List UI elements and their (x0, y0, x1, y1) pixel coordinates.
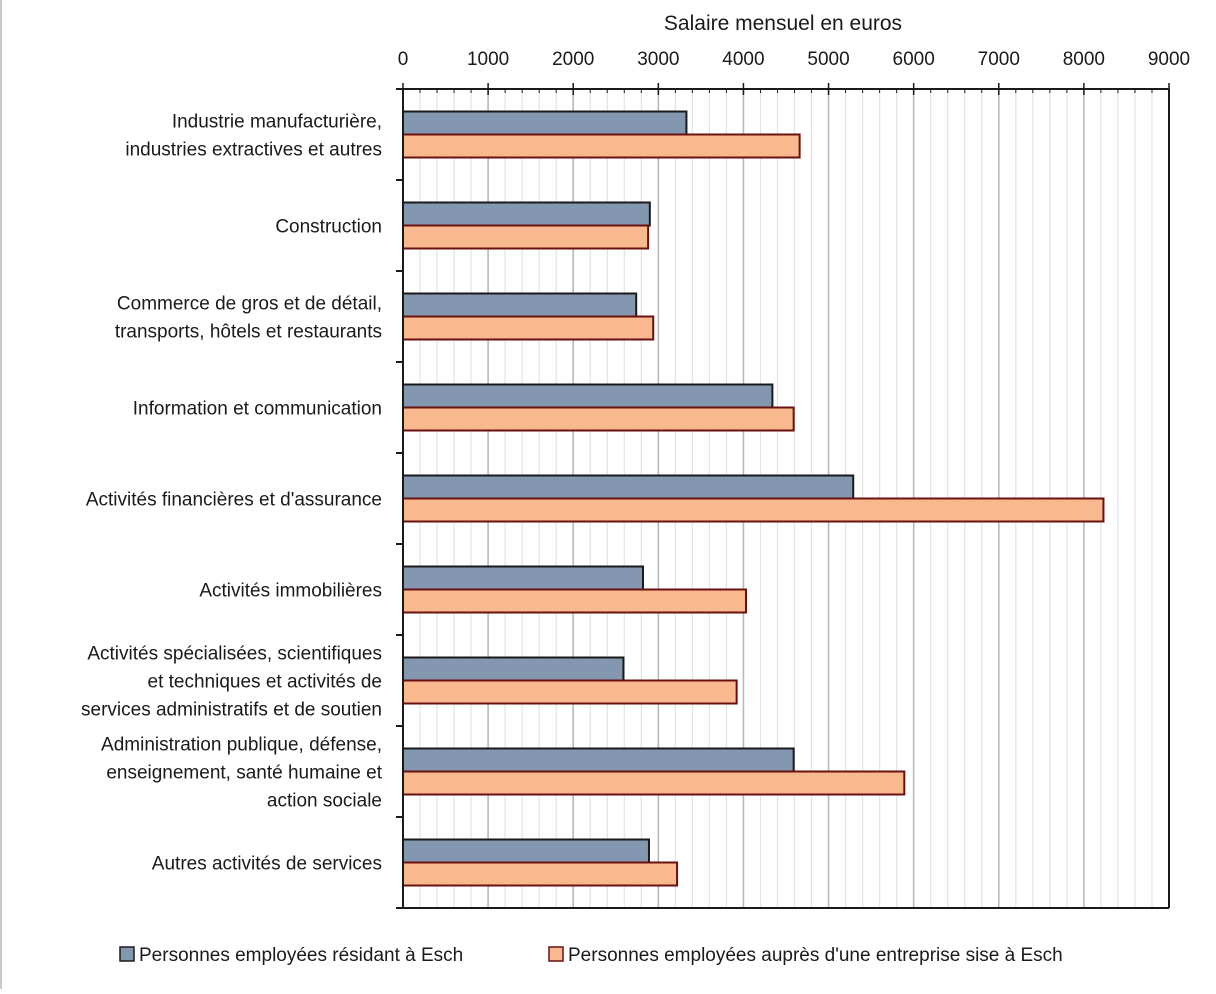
bar-residents-2 (402, 292, 638, 318)
category-label-1: Construction (275, 217, 382, 238)
labels: Salaire mensuel en euros Industrie manuf… (81, 12, 1190, 875)
bar-entreprises-1 (402, 224, 650, 250)
bar-entreprises-3 (402, 406, 795, 432)
x-tick-label: 1000 (467, 49, 509, 70)
x-tick-label: 5000 (807, 49, 849, 70)
category-label-line: Industrie manufacturière, (172, 112, 382, 133)
category-label-line: et techniques et activités de (148, 672, 382, 693)
bars (402, 110, 1105, 887)
category-label-line: action sociale (267, 791, 382, 812)
category-label-6: Activités spécialisées, scientifiques et … (81, 644, 382, 721)
category-label-2: Commerce de gros et de détail, transports… (115, 294, 382, 343)
x-tick-label: 8000 (1063, 49, 1105, 70)
bar-entreprises-8 (402, 861, 679, 887)
x-tick-label: 7000 (978, 49, 1020, 70)
category-label-3: Information et communication (133, 399, 382, 420)
category-label-0: Industrie manufacturière, industries extr… (125, 112, 382, 161)
bar-residents-5 (402, 565, 645, 591)
legend: Personnes employées résidant à Esch Perso… (119, 945, 1063, 966)
x-tick-label: 4000 (722, 49, 764, 70)
x-tick-label: 6000 (893, 49, 935, 70)
bar-entreprises-2 (402, 315, 655, 341)
category-label-8: Autres activités de services (152, 854, 382, 875)
category-label-5: Activités immobilières (199, 581, 382, 602)
category-label-line: Activités financières et d'assurance (86, 490, 382, 511)
category-label-line: Information et communication (133, 399, 382, 420)
bar-entreprises-6 (402, 679, 738, 705)
bar-entreprises-7 (402, 770, 906, 796)
bar-residents-0 (402, 110, 688, 136)
category-label-4: Activités financières et d'assurance (86, 490, 382, 511)
x-tick-label: 3000 (637, 49, 679, 70)
axes (396, 83, 1170, 909)
bar-residents-1 (402, 201, 651, 227)
bar-entreprises-5 (402, 588, 747, 614)
bar-entreprises-0 (402, 133, 801, 159)
category-label-line: Construction (275, 217, 382, 238)
legend-label-0: Personnes employées résidant à Esch (139, 945, 463, 966)
category-label-line: Administration publique, défense, (101, 735, 382, 756)
x-axis-title: Salaire mensuel en euros (664, 12, 902, 35)
legend-swatch-1 (548, 946, 564, 962)
x-tick-label: 0 (398, 49, 409, 70)
category-label-line: Activités spécialisées, scientifiques (87, 644, 382, 665)
category-label-line: enseignement, santé humaine et (106, 763, 382, 784)
category-label-line: Commerce de gros et de détail, (117, 294, 382, 315)
legend-label-1: Personnes employées auprès d'une entrepr… (568, 945, 1063, 966)
category-label-line: services administratifs et de soutien (81, 700, 382, 721)
bar-residents-4 (402, 474, 855, 500)
category-label-line: transports, hôtels et restaurants (115, 322, 382, 343)
category-label-7: Administration publique, défense, enseign… (101, 735, 383, 812)
x-tick-label: 9000 (1148, 49, 1190, 70)
category-label-line: Autres activités de services (152, 854, 382, 875)
category-label-line: industries extractives et autres (125, 140, 382, 161)
x-tick-label: 2000 (552, 49, 594, 70)
bar-residents-3 (402, 383, 774, 409)
bar-entreprises-4 (402, 497, 1105, 523)
bar-residents-7 (402, 747, 795, 773)
bar-residents-6 (402, 656, 625, 682)
bar-residents-8 (402, 838, 650, 864)
category-label-line: Activités immobilières (199, 581, 382, 602)
legend-swatch-0 (119, 946, 135, 962)
